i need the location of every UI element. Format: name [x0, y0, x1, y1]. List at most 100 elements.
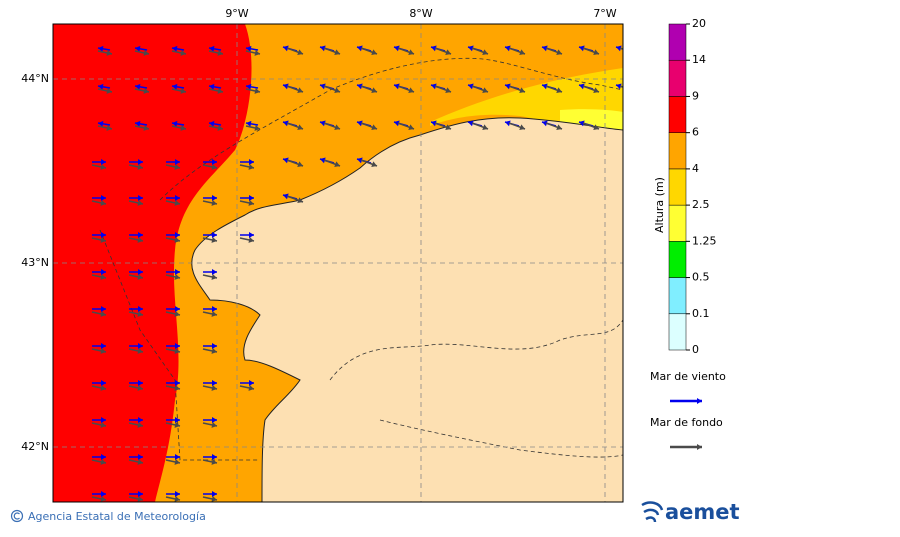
arrow-head	[138, 343, 143, 349]
arrow-head	[505, 45, 511, 52]
lat-label: 43°N	[21, 256, 49, 269]
arrow-head	[101, 159, 106, 165]
arrow-head	[357, 45, 363, 52]
colorbar-segment	[668, 132, 687, 170]
arrow-head	[137, 237, 143, 243]
arrow-head	[175, 343, 180, 349]
arrow-head	[101, 232, 106, 238]
arrow-head	[593, 124, 599, 131]
arrow-head	[137, 459, 143, 465]
arrow-head	[519, 49, 525, 56]
graticule-labels: 9°W 8°W 7°W 44°N 43°N 42°N	[21, 7, 617, 453]
arrow-head	[143, 88, 149, 94]
arrow-head	[174, 164, 180, 170]
arrow-head	[697, 444, 702, 450]
arrow-head	[174, 274, 180, 280]
arrow-head	[138, 232, 143, 238]
arrow-head	[542, 83, 548, 90]
colorbar-segment	[668, 277, 687, 315]
arrow-head	[394, 83, 400, 90]
arrow-head	[175, 417, 180, 423]
arrow-head	[697, 398, 702, 404]
arrow-head	[211, 385, 217, 391]
arrow-head	[175, 491, 180, 497]
arrow-head	[320, 83, 326, 90]
arrow-head	[211, 237, 217, 243]
arrow-head	[283, 193, 289, 200]
arrow-head	[431, 45, 437, 52]
lon-label: 7°W	[593, 7, 616, 20]
boundary	[99, 57, 623, 461]
lat-label: 44°N	[21, 72, 49, 85]
arrow-head	[482, 49, 488, 56]
arrow-head	[172, 120, 178, 127]
legend-label: Mar de fondo	[650, 416, 723, 429]
arrow-head	[101, 491, 106, 497]
arrow-head	[175, 380, 180, 386]
arrow-head	[248, 200, 254, 206]
colorbar-label: 0.5	[692, 271, 710, 284]
arrow-head	[137, 274, 143, 280]
arrow-head	[137, 385, 143, 391]
arrow-head	[334, 124, 340, 131]
arrow-head	[357, 120, 363, 127]
arrow-head	[137, 496, 143, 502]
arrow-head	[445, 49, 451, 56]
colorbar-label: 14	[692, 53, 706, 66]
arrow-head	[211, 348, 217, 354]
arrow-head	[246, 120, 252, 127]
colorbar-label: 20	[692, 17, 706, 30]
arrow-head	[212, 269, 217, 275]
colorbar-label: 0.1	[692, 307, 710, 320]
arrow-head	[100, 459, 106, 465]
arrow-head	[519, 87, 525, 94]
arrow-head	[100, 311, 106, 317]
arrow-head	[283, 120, 289, 127]
arrow-head	[408, 87, 414, 94]
arrow-head	[482, 124, 488, 131]
arrow-head	[283, 45, 289, 52]
arrow-head	[212, 454, 217, 460]
arrow-head	[100, 164, 106, 170]
arrow-head	[172, 83, 178, 90]
colorbar-label: 2.5	[692, 198, 710, 211]
arrow-head	[246, 45, 252, 52]
arrow-head	[143, 125, 149, 131]
arrow-head	[174, 237, 180, 243]
arrow-head	[212, 159, 217, 165]
arrow-head	[505, 120, 511, 127]
arrow-head	[334, 161, 340, 168]
arrow-head	[249, 232, 254, 238]
arrow-head	[174, 311, 180, 317]
arrow-head	[217, 125, 223, 131]
colorbar-segment	[668, 96, 687, 133]
arrow-head	[212, 491, 217, 497]
arrow-head	[100, 496, 106, 502]
arrow-head	[211, 422, 217, 428]
arrow-head	[138, 159, 143, 165]
arrow-head	[174, 459, 180, 465]
colorbar: 0 0.1 0.5 1.25 2.5 4 6 9 14 20	[668, 17, 717, 356]
graticule	[53, 24, 623, 502]
arrow-head	[106, 88, 112, 94]
arrow-head	[394, 45, 400, 52]
arrow-head	[556, 49, 562, 56]
colorbar-title: Altura (m)	[653, 177, 666, 233]
arrow-head	[357, 83, 363, 90]
arrow-head	[100, 200, 106, 206]
map-frame	[52, 23, 624, 503]
arrow-head	[445, 87, 451, 94]
arrow-head	[138, 195, 143, 201]
colorbar-label: 9	[692, 89, 699, 102]
arrow-head	[100, 422, 106, 428]
arrow-head	[101, 380, 106, 386]
arrow-head	[371, 87, 377, 94]
arrow-head	[249, 159, 254, 165]
arrow-head	[98, 45, 104, 52]
arrow-head	[431, 83, 437, 90]
arrow-head	[445, 124, 451, 131]
arrow-head	[468, 120, 474, 127]
arrow-head	[135, 45, 141, 52]
credit: Agencia Estatal de Meteorología	[10, 509, 206, 523]
